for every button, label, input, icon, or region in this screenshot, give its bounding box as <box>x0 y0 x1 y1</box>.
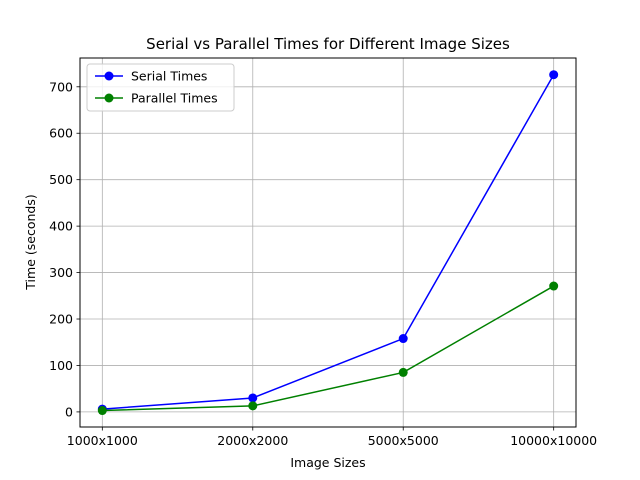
data-point <box>549 281 559 291</box>
plot-frame <box>79 57 577 428</box>
legend-marker-serial <box>104 71 114 81</box>
y-tick-label: 700 <box>49 79 73 94</box>
y-tick-label: 200 <box>49 312 73 327</box>
data-point <box>248 393 258 403</box>
x-tick-label: 1000x1000 <box>67 433 138 448</box>
y-tick-label: 400 <box>49 219 73 234</box>
data-point <box>549 70 559 80</box>
y-tick-label: 0 <box>65 404 73 419</box>
x-tick-label: 10000x10000 <box>510 433 597 448</box>
x-axis-label: Image Sizes <box>290 455 365 470</box>
x-tick-label: 5000x5000 <box>368 433 439 448</box>
series-line-1 <box>102 285 555 412</box>
y-tick-label: 300 <box>49 265 73 280</box>
y-tick-label: 100 <box>49 358 73 373</box>
legend-label-serial: Serial Times <box>131 69 207 84</box>
y-axis-label: Time (seconds) <box>23 194 38 290</box>
series-layer <box>97 70 559 416</box>
y-tick-label: 600 <box>49 126 73 141</box>
data-point <box>248 401 258 411</box>
legend-box <box>86 63 235 112</box>
legend: Serial Times Parallel Times <box>86 63 235 112</box>
legend-label-parallel: Parallel Times <box>131 91 218 106</box>
y-axis-ticks: 0 100 200 300 400 500 600 700 <box>49 79 80 419</box>
data-point <box>398 334 408 344</box>
legend-marker-parallel <box>104 93 114 103</box>
chart-title: Serial vs Parallel Times for Different I… <box>146 35 510 53</box>
x-axis-ticks: 1000x1000 2000x2000 5000x5000 10000x10000 <box>67 427 597 448</box>
data-point <box>97 406 107 416</box>
y-tick-label: 500 <box>49 172 73 187</box>
series-line-0 <box>102 74 555 410</box>
data-point <box>398 367 408 377</box>
x-tick-label: 2000x2000 <box>217 433 288 448</box>
